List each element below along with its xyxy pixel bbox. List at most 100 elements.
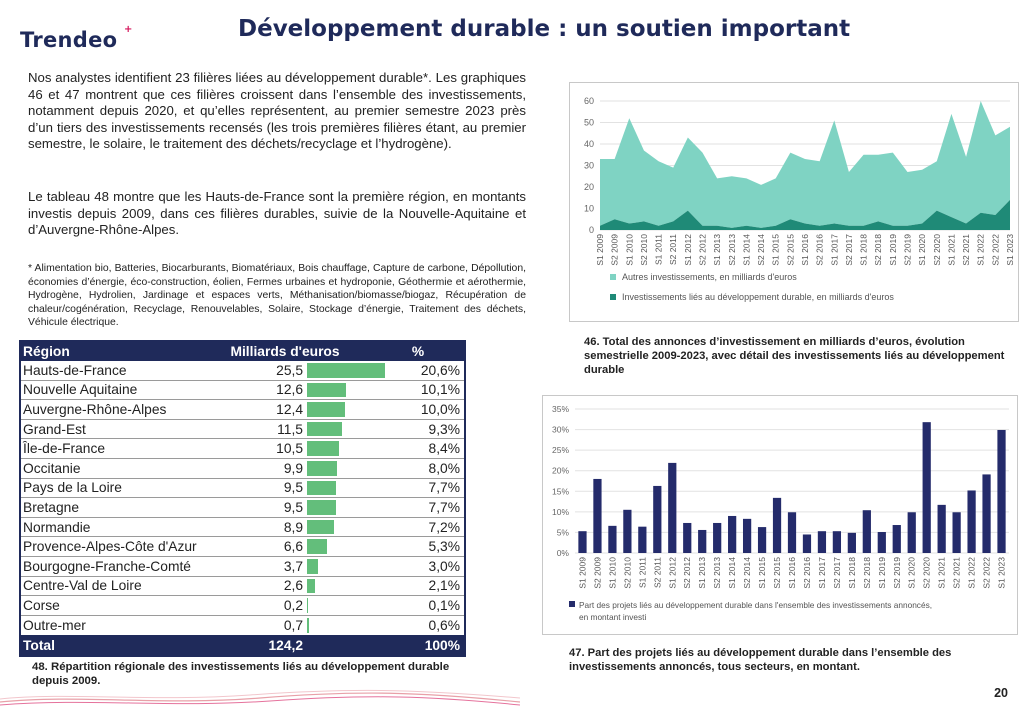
value-databar	[307, 578, 315, 594]
bar	[698, 529, 707, 553]
bar	[578, 531, 587, 553]
bar	[982, 474, 991, 553]
legend-swatch	[610, 274, 616, 280]
header-region: Région	[23, 344, 70, 359]
region-pct: 7,7%	[428, 480, 460, 496]
bar	[683, 522, 692, 553]
total-value: 124,2	[268, 637, 303, 653]
value-databar	[307, 519, 335, 535]
decorative-wave	[0, 689, 520, 706]
x-tick-label: S1 2015	[771, 234, 781, 266]
x-tick-label: S2 2011	[668, 234, 678, 265]
y-tick-label: 30%	[552, 425, 569, 435]
x-tick-label: S2 2019	[892, 557, 902, 589]
region-pct: 10,0%	[420, 401, 460, 417]
region-name: Pays de la Loire	[23, 480, 122, 496]
region-name: Provence-Alpes-Côte d'Azur	[23, 539, 197, 555]
y-tick-label: 35%	[552, 404, 569, 414]
regions-paragraph: Le tableau 48 montre que les Hauts-de-Fr…	[28, 189, 526, 238]
y-tick-label: 20	[584, 182, 594, 192]
legend-label: Investissements liés au développement du…	[622, 292, 894, 302]
value-databar	[307, 460, 338, 476]
region-pct: 8,4%	[428, 441, 460, 457]
region-name: Île-de-France	[23, 441, 106, 457]
x-tick-label: S2 2014	[742, 557, 752, 589]
table-row: Centre-Val de Loire 2,6 2,1%	[21, 577, 464, 597]
bar	[817, 531, 827, 553]
x-tick-label: S2 2022	[982, 557, 992, 589]
logo-plus-mark: +	[124, 24, 133, 35]
x-tick-label: S2 2020	[922, 557, 932, 589]
x-tick-label: S1 2013	[697, 557, 707, 589]
x-tick-label: S2 2014	[756, 234, 766, 266]
x-tick-label: S1 2022	[976, 234, 986, 266]
region-pct: 8,0%	[428, 460, 460, 476]
table-row: Île-de-France 10,5 8,4%	[21, 439, 464, 459]
bar	[772, 497, 782, 553]
value-databar	[307, 441, 340, 456]
x-tick-label: S2 2012	[682, 557, 692, 589]
x-tick-label: S2 2015	[785, 234, 795, 266]
region-pct: 2,1%	[428, 578, 460, 594]
region-pct: 5,3%	[428, 539, 460, 555]
x-tick-label: S2 2011	[652, 557, 662, 588]
x-tick-label: S2 2018	[873, 234, 883, 266]
x-tick-label: S1 2018	[859, 234, 869, 266]
x-tick-label: S2 2015	[772, 557, 782, 589]
y-tick-label: 10%	[552, 507, 569, 517]
x-tick-label: S2 2012	[698, 234, 708, 266]
bar	[952, 512, 961, 553]
x-tick-label: S1 2014	[741, 234, 751, 266]
table-body: Hauts-de-France 25,5 20,6% Nouvelle Aquitai…	[21, 361, 464, 635]
region-pct: 10,1%	[420, 382, 460, 398]
x-tick-label: S1 2016	[787, 557, 797, 589]
value-databar	[307, 421, 343, 437]
bar	[653, 485, 662, 553]
bar	[668, 462, 677, 553]
chart-46-frame: 0 10 20 30 40 50 60 S1 2009 S2 2009 S1 2010 S2 201…	[569, 82, 1019, 322]
region-pct: 0,1%	[428, 597, 460, 613]
region-value: 0,2	[283, 597, 303, 613]
region-value: 25,5	[276, 362, 303, 378]
x-tick-label: S1 2019	[888, 234, 898, 266]
legend-swatch	[569, 601, 575, 607]
y-tick-label: 30	[584, 161, 594, 171]
region-name: Hauts-de-France	[23, 362, 127, 378]
x-tick-label: S1 2022	[967, 557, 977, 589]
region-name: Occitanie	[23, 460, 81, 476]
x-tick-label: S2 2013	[727, 234, 737, 266]
region-pct: 3,0%	[428, 558, 460, 574]
page-number: 20	[994, 686, 1008, 700]
x-tick-label: S1 2014	[727, 557, 737, 589]
bar	[832, 531, 842, 553]
x-tick-label: S1 2012	[683, 234, 693, 266]
x-tick-label: S2 2017	[844, 234, 854, 266]
region-value: 9,5	[283, 480, 303, 496]
value-databar	[307, 598, 308, 613]
bar	[623, 509, 632, 553]
total-label: Total	[23, 637, 55, 653]
bar	[967, 490, 976, 553]
bar	[802, 534, 812, 553]
table-row: Grand-Est 11,5 9,3%	[21, 420, 464, 440]
x-tick-label: S2 2017	[832, 557, 842, 589]
x-tick-label: S2 2013	[712, 557, 722, 589]
x-tick-label: S2 2022	[990, 234, 1000, 266]
bar	[997, 429, 1006, 553]
caption-47: 47. Part des projets liés au développeme…	[569, 647, 952, 673]
bar	[877, 532, 886, 553]
region-value: 12,4	[276, 401, 303, 417]
x-tick-label: S1 2023	[997, 557, 1007, 589]
bar	[787, 512, 797, 553]
value-databar	[307, 539, 328, 554]
y-tick-label: 20%	[552, 466, 569, 476]
region-name: Corse	[23, 597, 60, 613]
bar	[638, 526, 647, 553]
y-tick-label: 5%	[557, 527, 570, 537]
region-pct: 7,7%	[428, 499, 460, 515]
bar	[608, 525, 617, 553]
table-row: Normandie 8,9 7,2%	[21, 518, 464, 538]
legend-swatch	[610, 294, 616, 300]
bar	[847, 532, 856, 553]
caption-46: 46. Total des annonces d’investissement …	[584, 336, 1005, 376]
